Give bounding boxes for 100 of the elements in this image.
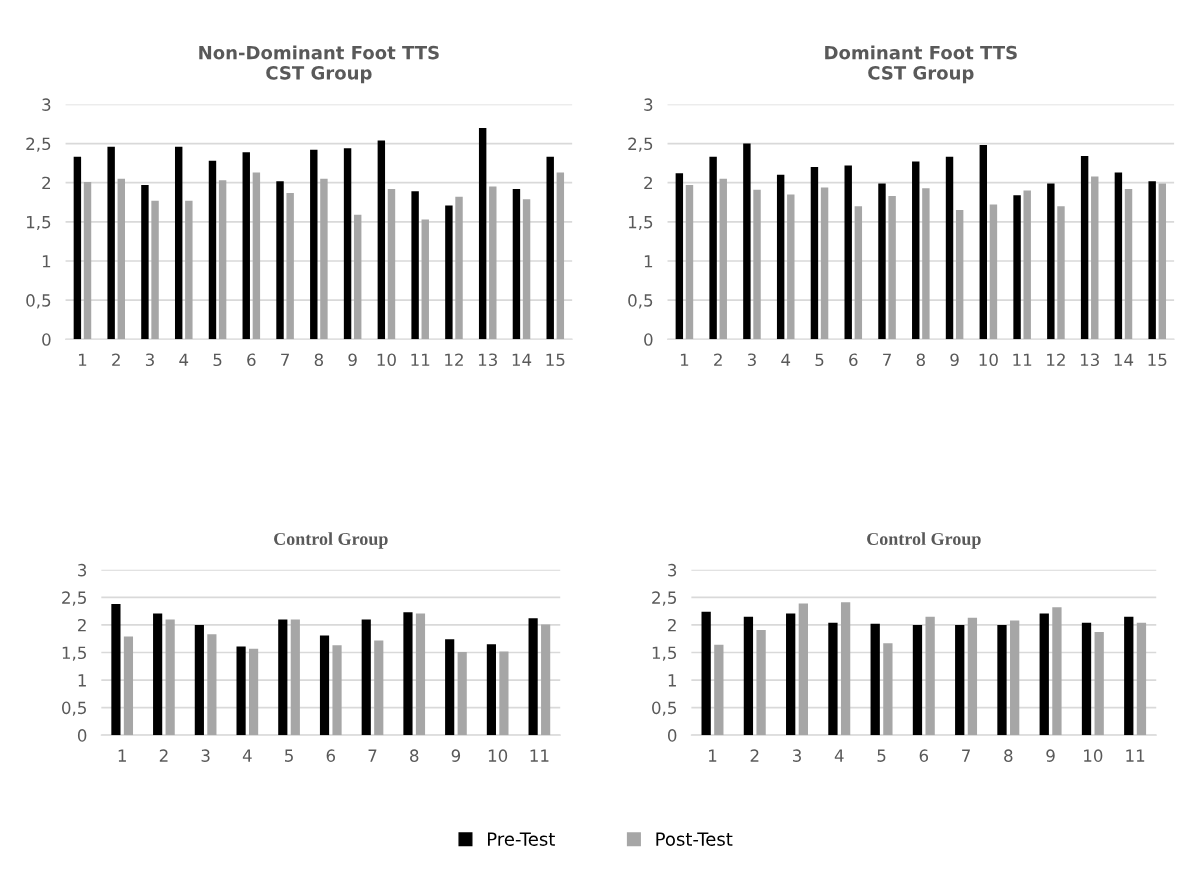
y-tick-label: 3	[42, 98, 51, 111]
x-tick-label: 4	[179, 353, 189, 366]
bar	[685, 185, 694, 340]
x-tick-label: 1	[709, 749, 717, 762]
bar	[719, 178, 727, 340]
chart-title: Non-Dominant Foot TTS CST Group	[199, 45, 439, 84]
bar	[411, 191, 419, 340]
bar	[912, 161, 920, 340]
bar	[787, 194, 795, 340]
y-tick-label: 1,5	[62, 646, 86, 661]
bar	[675, 173, 684, 340]
bar	[922, 188, 930, 340]
y-tick-label: 0,5	[652, 701, 677, 716]
bar	[945, 156, 954, 340]
bar	[499, 651, 509, 736]
y-tick-label: 1,5	[27, 216, 51, 231]
x-tick-label: 4	[834, 749, 844, 762]
x-tick-label: 2	[714, 353, 722, 366]
bar	[353, 214, 362, 340]
bar	[174, 146, 183, 340]
bar	[310, 149, 318, 340]
bar	[786, 613, 796, 736]
bar	[701, 611, 711, 736]
y-tick-label: 2,5	[652, 591, 677, 606]
bar	[1047, 183, 1055, 340]
bar	[870, 623, 880, 736]
bar	[218, 180, 227, 340]
x-tick-label: 8	[314, 353, 324, 367]
x-tick-label: 10	[979, 353, 998, 367]
x-tick-label: 13	[478, 353, 497, 367]
bar	[387, 188, 396, 340]
bar	[377, 140, 386, 340]
bar	[810, 167, 819, 340]
bar	[989, 204, 998, 340]
y-tick-label: 1,5	[652, 646, 677, 661]
x-tick-label: 8	[1004, 749, 1013, 762]
bar	[541, 624, 551, 736]
y-tick-label: 2	[668, 618, 676, 632]
bar	[117, 178, 125, 340]
bar	[1124, 616, 1134, 736]
x-tick-label: 4	[242, 749, 252, 762]
bar	[107, 146, 115, 340]
x-tick-label: 9	[950, 353, 959, 367]
x-tick-label: 10	[377, 353, 396, 367]
bar	[955, 624, 965, 736]
bar	[776, 174, 785, 340]
y-tick-label: 1	[78, 674, 86, 687]
y-tick-label: 0	[644, 333, 653, 346]
x-tick-label: 3	[792, 749, 801, 762]
x-tick-label: 11	[1126, 749, 1145, 762]
bar	[878, 183, 886, 340]
bar	[840, 602, 851, 736]
bar	[925, 616, 935, 736]
bar	[83, 181, 92, 340]
bar	[1124, 188, 1133, 340]
bar	[820, 187, 829, 340]
x-tick-label: 10	[1084, 749, 1103, 762]
bar	[546, 156, 554, 340]
bar	[242, 152, 250, 340]
y-tick-label: 2	[78, 618, 86, 632]
bar	[1081, 622, 1092, 736]
bar	[111, 604, 121, 736]
x-tick-label: 2	[112, 353, 120, 366]
bar	[332, 645, 342, 736]
y-tick-label: 1	[42, 255, 51, 268]
bar	[415, 613, 426, 736]
bar	[756, 629, 766, 736]
bar	[1080, 156, 1089, 340]
bar	[1023, 190, 1031, 340]
bar	[1057, 206, 1065, 340]
bar	[967, 617, 978, 736]
y-tick-label: 1,5	[628, 216, 653, 231]
bar	[73, 156, 82, 340]
x-tick-label: 2	[750, 749, 759, 762]
bar	[528, 618, 538, 736]
y-tick-label: 3	[78, 563, 87, 577]
bar	[556, 172, 565, 340]
bar	[1013, 195, 1021, 340]
x-tick-label: 15	[1148, 353, 1167, 367]
y-tick-label: 3	[668, 563, 677, 577]
x-tick-label: 9	[1046, 749, 1055, 762]
x-tick-label: 6	[919, 749, 929, 762]
bar	[888, 196, 896, 340]
bar	[1148, 181, 1156, 340]
x-tick-label: 5	[815, 353, 824, 367]
x-tick-label: 5	[213, 353, 222, 367]
bar	[123, 636, 134, 736]
bar	[278, 619, 288, 736]
x-tick-label: 14	[1114, 353, 1134, 366]
bar	[1052, 607, 1062, 736]
x-tick-label: 6	[326, 749, 336, 762]
x-tick-label: 3	[747, 353, 756, 367]
bar	[714, 644, 724, 736]
bar	[445, 639, 455, 736]
x-tick-label: 11	[1013, 353, 1032, 366]
bar	[486, 644, 496, 736]
y-tick-label: 0,5	[628, 294, 653, 309]
bar	[361, 619, 371, 736]
bar	[1091, 176, 1099, 340]
chart-title: Dominant Foot TTS CST Group	[825, 45, 1017, 84]
